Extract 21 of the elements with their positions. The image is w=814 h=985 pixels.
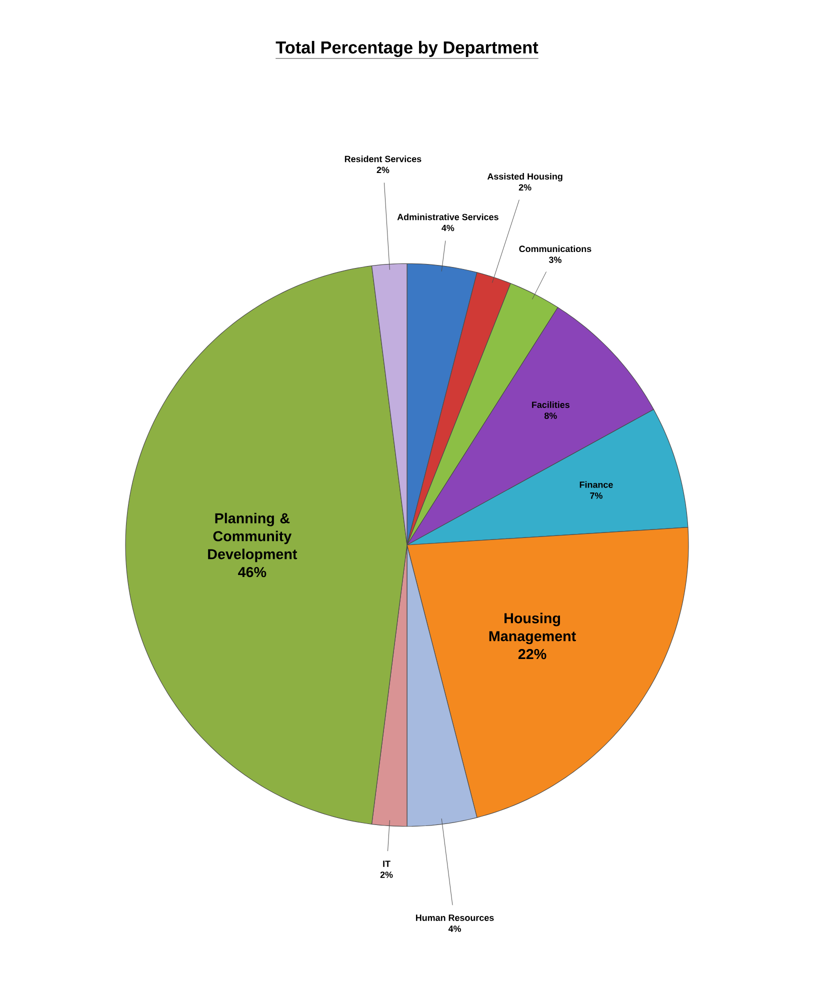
slice-label: Human Resources (416, 914, 494, 921)
slice-label: Planning & Community Development (208, 512, 298, 562)
data-label: 22% (518, 649, 546, 660)
data-label: 2% (380, 872, 393, 878)
data-label: 2% (376, 166, 390, 174)
slice-label: Assisted Housing (487, 173, 562, 182)
chart-title: Total Percentage by Department (276, 40, 538, 58)
slice-label: Housing Management (489, 612, 576, 644)
slice-label: Resident Services (344, 156, 422, 162)
data-label: 46% (238, 567, 266, 578)
data-label: 4% (442, 224, 454, 232)
data-label: 3% (548, 256, 562, 263)
data-label: 7% (590, 492, 602, 499)
slice-label: Communications (519, 245, 592, 252)
slice-label: IT (383, 860, 390, 867)
slice-label: Administrative Services (397, 214, 498, 220)
slice-label: Facilities (532, 401, 570, 408)
data-label: 8% (544, 412, 557, 419)
slice-label: Finance (580, 481, 613, 488)
data-label: 4% (448, 926, 462, 932)
data-label: 2% (518, 184, 532, 191)
